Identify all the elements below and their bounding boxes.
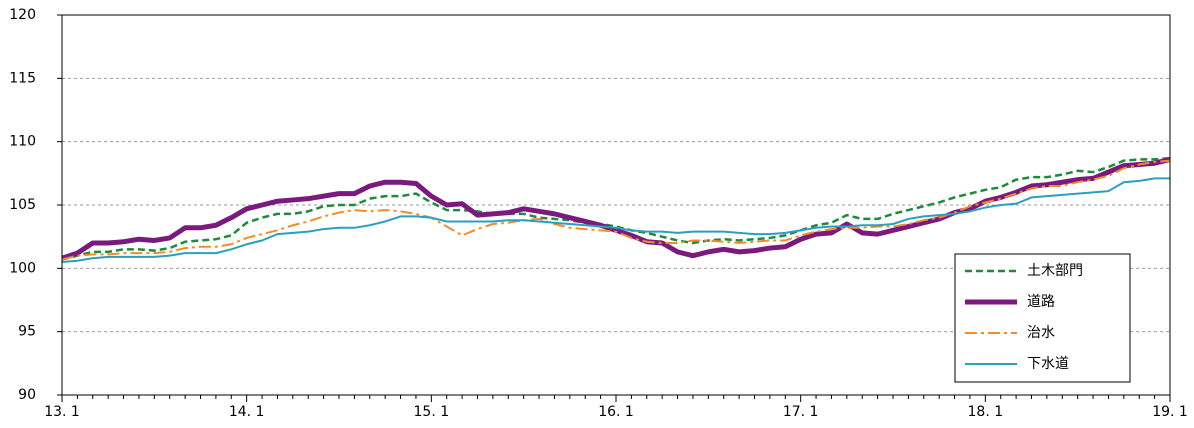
x-tick-label: 18. 1 [968, 404, 1004, 420]
plot-border [61, 14, 1171, 396]
legend-label: 下水道 [1027, 356, 1069, 372]
legend-label: 治水 [1027, 325, 1055, 341]
x-tick-label: 15. 1 [414, 404, 450, 420]
series-line [61, 177, 1170, 263]
y-tick-label: 110 [9, 134, 36, 150]
y-tick-label: 95 [18, 324, 36, 340]
y-tick-label: 115 [9, 70, 36, 86]
x-tick-label: 17. 1 [783, 404, 819, 420]
series-line [61, 156, 1171, 261]
x-tick-label: 13. 1 [44, 404, 80, 420]
series-line [61, 156, 1171, 261]
series-line [61, 159, 1171, 261]
x-tick-label: 19. 1 [1152, 404, 1188, 420]
y-tick-label: 100 [9, 260, 36, 276]
y-tick-label: 120 [9, 7, 36, 23]
legend-label: 道路 [1027, 294, 1055, 310]
legend-label: 土木部門 [1027, 263, 1083, 279]
legend-box [954, 253, 1131, 383]
y-tick-label: 105 [9, 197, 36, 213]
y-tick-label: 90 [18, 387, 36, 403]
x-tick-label: 14. 1 [229, 404, 265, 420]
x-tick-label: 16. 1 [598, 404, 634, 420]
